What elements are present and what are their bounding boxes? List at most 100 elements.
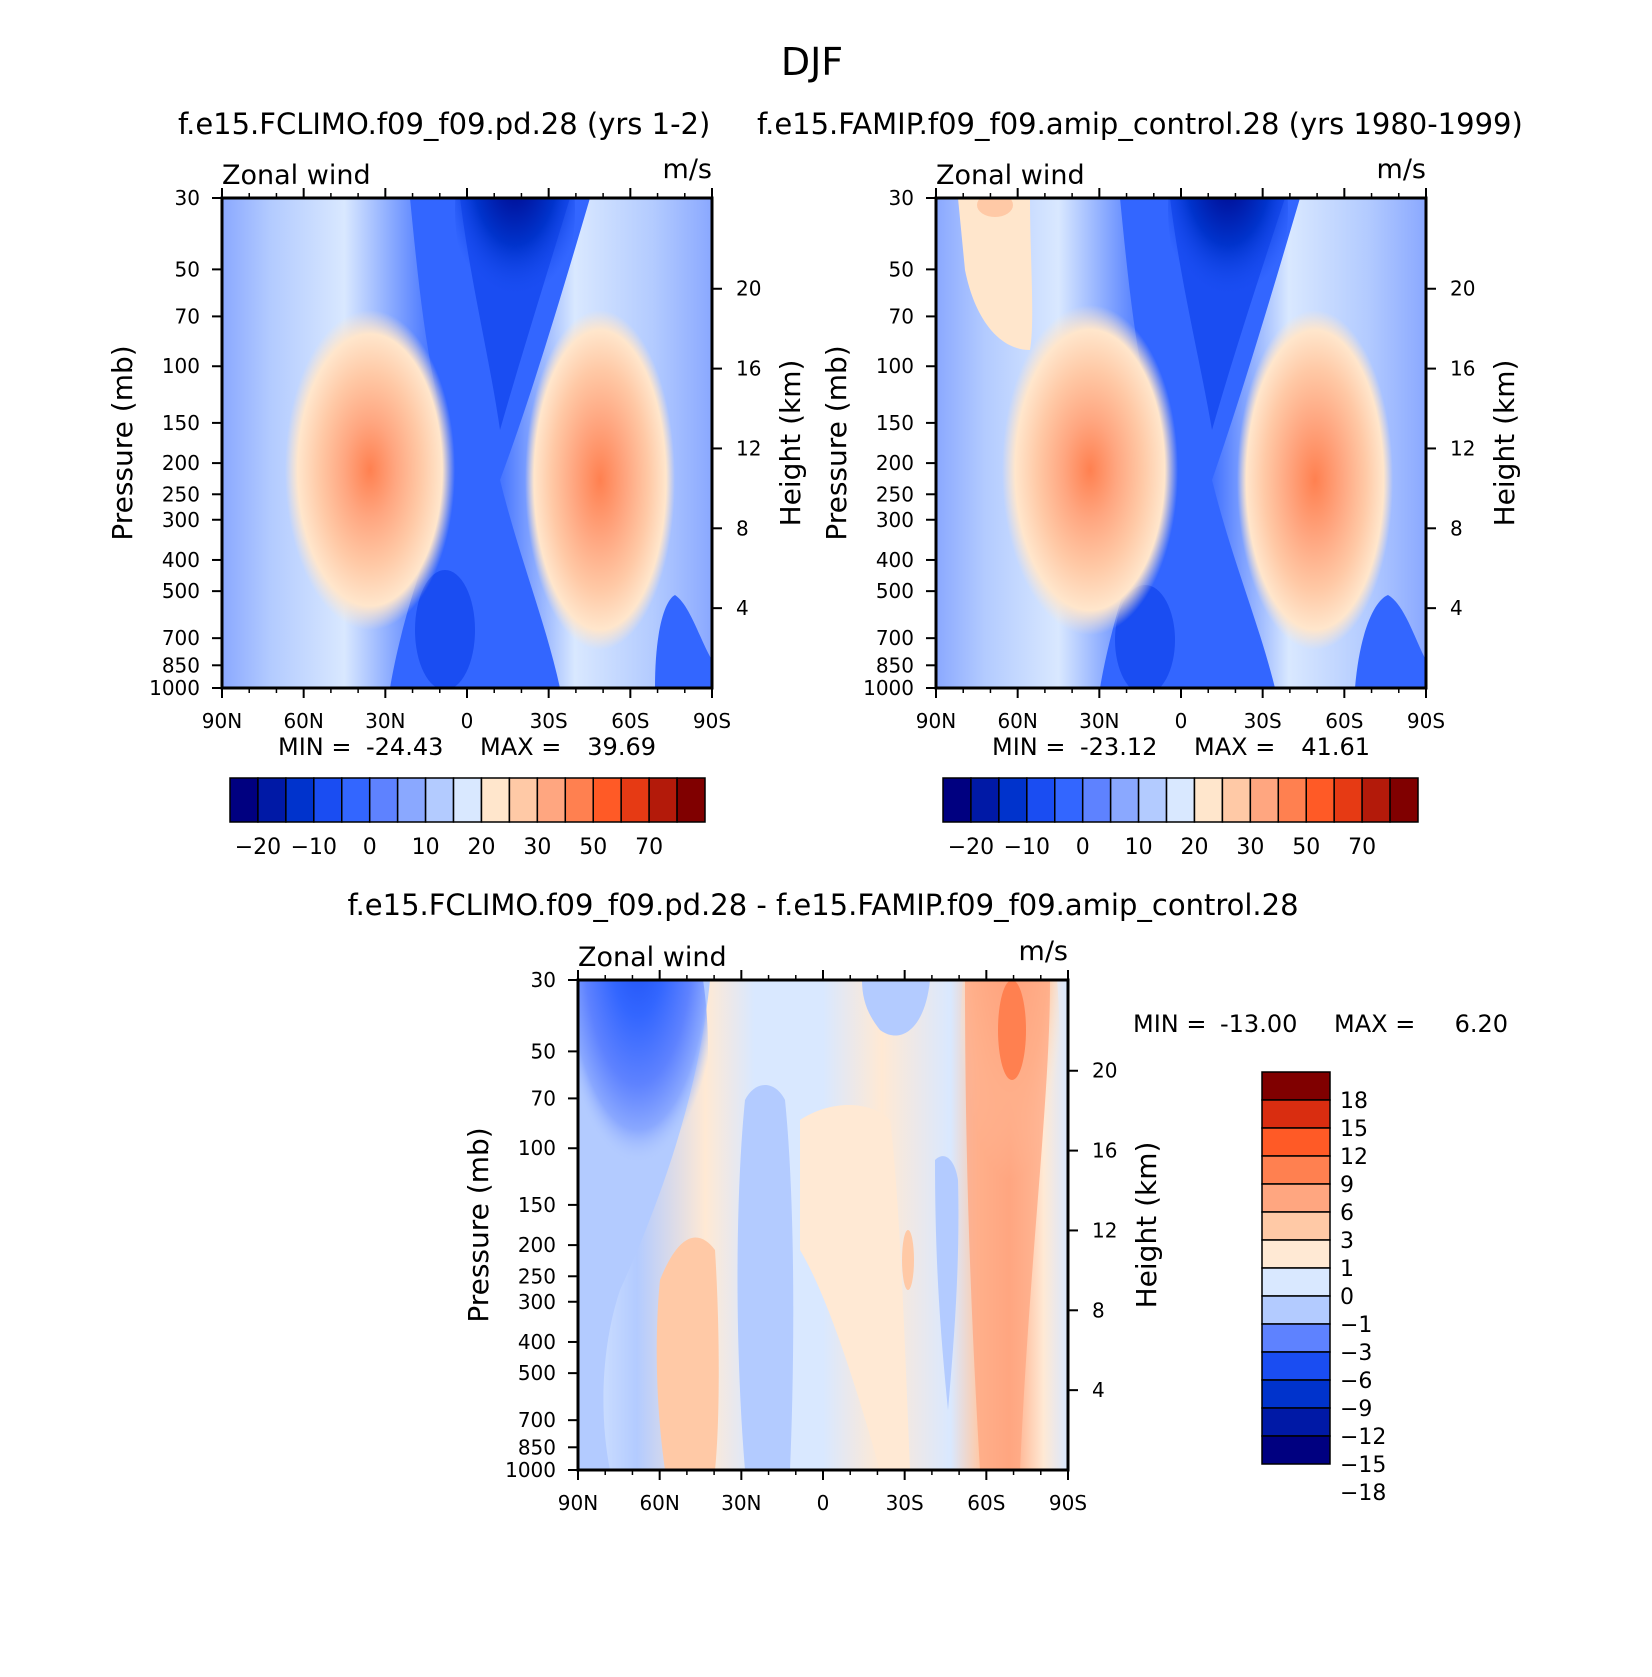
panel-right-ylabel: Pressure (mb): [820, 345, 853, 540]
height-tick-label: 16: [736, 357, 761, 381]
colorbar-swatch: [1261, 1351, 1331, 1381]
y-tick-label: 100: [162, 354, 200, 378]
y-tick-label: 250: [162, 482, 200, 506]
colorbar-swatch: [1249, 777, 1280, 823]
x-tick-label: 60N: [997, 709, 1037, 733]
height-tick-label: 16: [1450, 357, 1475, 381]
y-tick-label: 100: [518, 1136, 556, 1160]
y-tick-label: 250: [518, 1264, 556, 1288]
y-tick-label: 200: [162, 451, 200, 475]
colorbar-swatch: [1193, 777, 1224, 823]
colorbar-label: −12: [1340, 1425, 1386, 1450]
colorbar-swatch: [1261, 1267, 1331, 1297]
panel-diff-ticks: 90N 60N 30N 0 30S 60S 90S 30 50 70 100 150 200 250300…: [505, 968, 1117, 1515]
x-tick-label: 90N: [202, 709, 242, 733]
colorbar-swatch: [1221, 777, 1252, 823]
y-tick-label: 400: [518, 1330, 556, 1354]
colorbar-label: −18: [1340, 1481, 1386, 1506]
colorbar-label: −6: [1340, 1369, 1372, 1394]
panel-right-ticks: 90N 60N 30N 0 30S 60S 90S 30 50 70 100 150 200 250300…: [863, 186, 1475, 733]
panel-difference: f.e15.FCLIMO.f09_f09.pd.28 - f.e15.FAMIP…: [347, 888, 1508, 1515]
colorbar-swatch: [1261, 1435, 1331, 1465]
panel-right-min-label: MIN =: [992, 733, 1065, 761]
colorbar-swatch: [1261, 1155, 1331, 1185]
colorbar-label: 15: [1340, 1117, 1368, 1142]
colorbar-label: −15: [1340, 1453, 1386, 1478]
colorbar-label: 10: [1125, 835, 1153, 860]
y-tick-label: 850: [518, 1435, 556, 1459]
y-tick-label: 850: [162, 653, 200, 677]
panel-left-field: [222, 198, 712, 688]
colorbar-label: 3: [1340, 1229, 1354, 1254]
colorbar-label: 70: [1348, 835, 1376, 860]
x-tick-label: 30N: [1079, 709, 1119, 733]
colorbar-swatch: [970, 777, 1000, 823]
colorbar-swatch: [998, 777, 1028, 823]
colorbar-swatch: [1026, 777, 1056, 823]
colorbar-swatch: [1261, 1211, 1331, 1241]
y-tick-label: 50: [889, 257, 914, 281]
panel-left: f.e15.FCLIMO.f09_f09.pd.28 (yrs 1-2) Zon…: [106, 107, 807, 860]
y-tick-label: 1000: [863, 676, 914, 700]
y-tick-label: 150: [518, 1193, 556, 1217]
colorbar-swatch: [1081, 777, 1112, 823]
colorbar-label: 50: [579, 835, 607, 860]
colorbar-label: 18: [1340, 1089, 1368, 1114]
panel-diff-stats: MIN = -13.00 MAX = 6.20: [1133, 1010, 1508, 1038]
y-tick-label: 850: [876, 653, 914, 677]
colorbar-label: −3: [1340, 1341, 1372, 1366]
colorbar-swatch: [368, 777, 399, 823]
panel-left-ylabel: Pressure (mb): [106, 345, 139, 540]
colorbar-swatch: [1261, 1295, 1331, 1325]
y-tick-label: 30: [889, 186, 914, 210]
height-tick-label: 12: [1092, 1218, 1117, 1242]
panel-diff-header: f.e15.FCLIMO.f09_f09.pd.28 - f.e15.FAMIP…: [347, 888, 1298, 922]
y-tick-label: 400: [876, 548, 914, 572]
colorbar-label: −9: [1340, 1397, 1372, 1422]
panel-left-max-label: MAX =: [480, 733, 561, 761]
x-tick-label: 90S: [1407, 709, 1445, 733]
colorbar-label: 6: [1340, 1201, 1354, 1226]
colorbar-label: 20: [467, 835, 495, 860]
panel-right-colorbar: −20 −10 0 10 20 30 50 70: [942, 777, 1419, 860]
colorbar-label: 0: [1076, 835, 1090, 860]
y-tick-label: 500: [518, 1361, 556, 1385]
y-tick-label: 1000: [505, 1458, 556, 1482]
panel-left-title-left: Zonal wind: [222, 160, 371, 191]
x-tick-label: 0: [817, 1491, 830, 1515]
y-tick-label: 500: [162, 579, 200, 603]
colorbar-swatch: [1305, 777, 1335, 823]
colorbar-label: 10: [412, 835, 440, 860]
colorbar-swatch: [1165, 777, 1196, 823]
colorbar-swatch: [592, 777, 622, 823]
colorbar-swatch: [620, 777, 650, 823]
colorbar-swatch: [564, 777, 594, 823]
panel-diff-max-value: 6.20: [1455, 1010, 1508, 1038]
colorbar-swatch: [285, 777, 315, 823]
y-tick-label: 70: [531, 1086, 556, 1110]
colorbar-swatch: [1361, 777, 1391, 823]
colorbar-label: −10: [291, 835, 337, 860]
panel-diff-title-left: Zonal wind: [578, 942, 727, 973]
y-tick-label: 150: [876, 411, 914, 435]
x-tick-label: 60S: [611, 709, 649, 733]
y-tick-label: 250: [876, 482, 914, 506]
x-tick-label: 30S: [1244, 709, 1282, 733]
colorbar-swatch: [508, 777, 539, 823]
height-tick-label: 20: [1092, 1059, 1117, 1083]
y-tick-label: 700: [518, 1408, 556, 1432]
y-tick-label: 700: [876, 626, 914, 650]
colorbar-swatch: [257, 777, 287, 823]
height-tick-label: 4: [1450, 596, 1463, 620]
x-tick-label: 60S: [1325, 709, 1363, 733]
panel-diff-ylabel: Pressure (mb): [462, 1127, 495, 1322]
panel-right-max-label: MAX =: [1194, 733, 1275, 761]
x-tick-label: 90S: [1049, 1491, 1087, 1515]
x-tick-label: 0: [1175, 709, 1188, 733]
panel-left-ylabel-right: Height (km): [774, 360, 807, 527]
y-tick-label: 200: [518, 1233, 556, 1257]
colorbar-swatch: [1261, 1183, 1331, 1213]
colorbar-swatch: [313, 777, 343, 823]
panel-left-max-value: 39.69: [587, 733, 656, 761]
figure-title: DJF: [781, 40, 843, 84]
